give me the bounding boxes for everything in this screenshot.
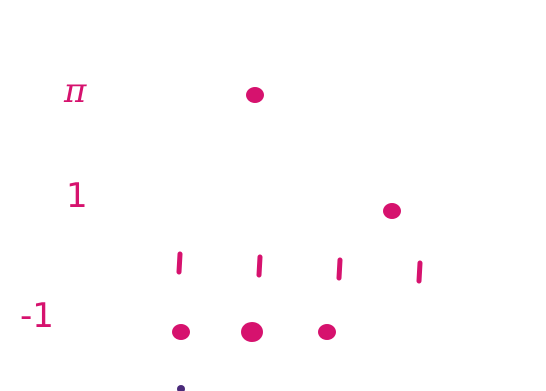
scatter-points — [172, 87, 401, 342]
y-tick-label-minus1: -1 — [20, 296, 54, 336]
y-axis — [100, 14, 122, 380]
data-point — [246, 87, 264, 103]
y-axis-arrowhead — [108, 8, 136, 42]
data-point — [241, 322, 263, 342]
data-point — [172, 324, 190, 340]
x-axis-arrowhead — [504, 242, 538, 273]
x-tick-3 — [336, 257, 343, 281]
data-point — [383, 203, 401, 219]
x-axis — [113, 246, 525, 262]
y-tick-pi — [107, 94, 133, 95]
data-point — [318, 324, 336, 340]
y-tick-label-1: 1 — [66, 176, 88, 216]
x-tick-4 — [416, 260, 423, 284]
x-ticks — [176, 251, 423, 284]
x-tick-2 — [256, 254, 263, 278]
stray-pen-dot — [177, 385, 185, 391]
y-tick-label-pi: π — [63, 71, 87, 111]
x-tick-1 — [176, 251, 183, 275]
